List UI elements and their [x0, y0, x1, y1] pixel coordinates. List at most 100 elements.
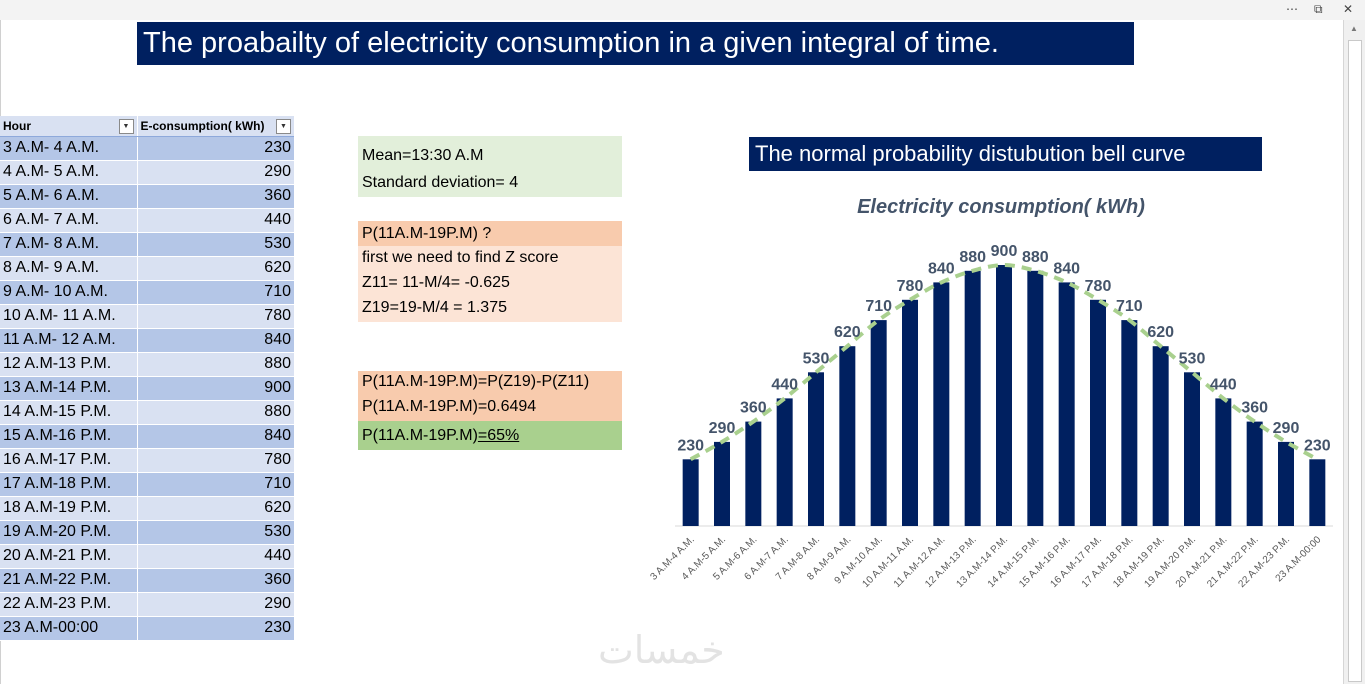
consumption-cell[interactable]: 230 [136, 616, 294, 641]
hour-cell[interactable]: 7 A.M- 8 A.M. [0, 232, 137, 257]
chart-bar [776, 398, 793, 526]
std-text: Standard deviation= 4 [362, 174, 519, 191]
vertical-scrollbar[interactable]: ▲ [1343, 20, 1365, 684]
more-options-icon[interactable]: ⋯ [1286, 2, 1298, 16]
hour-cell[interactable]: 9 A.M- 10 A.M. [0, 280, 137, 305]
consumption-cell[interactable]: 530 [136, 232, 294, 257]
consumption-cell[interactable]: 710 [136, 472, 294, 497]
table-row: 9 A.M- 10 A.M. 710 [0, 280, 294, 305]
consumption-cell[interactable]: 900 [136, 376, 294, 401]
data-label: 530 [803, 350, 830, 367]
chart-bar [1246, 421, 1263, 526]
consumption-cell[interactable]: 360 [136, 184, 294, 209]
hour-cell[interactable]: 17 A.M-18 P.M. [0, 472, 137, 497]
close-icon[interactable]: ✕ [1343, 2, 1354, 16]
data-label: 880 [959, 249, 986, 266]
data-label: 900 [991, 243, 1018, 260]
window-title-bar: ⋯ ⧉ ✕ [0, 0, 1365, 21]
hour-cell[interactable]: 16 A.M-17 P.M. [0, 448, 137, 473]
table-row: 7 A.M- 8 A.M. 530 [0, 232, 294, 257]
table-row: 22 A.M-23 P.M. 290 [0, 592, 294, 617]
data-label: 780 [897, 278, 924, 295]
data-label: 620 [1147, 324, 1174, 341]
hour-cell[interactable]: 18 A.M-19 P.M. [0, 496, 137, 521]
chart-bar [714, 441, 730, 526]
header-consumption[interactable]: E-consumption( kWh) ▼ [136, 116, 294, 137]
filter-dropdown-icon[interactable]: ▼ [276, 119, 291, 134]
header-hour[interactable]: Hour ▼ [0, 116, 137, 137]
consumption-cell[interactable]: 840 [136, 328, 294, 353]
chart-bar [839, 346, 856, 526]
chart-bar [808, 372, 824, 526]
chart-bar [933, 282, 950, 526]
table-row: 4 A.M- 5 A.M. 290 [0, 160, 294, 185]
consumption-cell[interactable]: 230 [136, 136, 294, 161]
hour-cell[interactable]: 20 A.M-21 P.M. [0, 544, 137, 569]
hour-cell[interactable]: 23 A.M-00:00 [0, 616, 137, 641]
chart-bar [1184, 372, 1200, 526]
consumption-cell[interactable]: 840 [136, 424, 294, 449]
data-label: 710 [865, 298, 892, 315]
restore-icon[interactable]: ⧉ [1314, 2, 1323, 16]
scroll-up-icon[interactable]: ▲ [1350, 24, 1358, 33]
chart-banner: The normal probability distubution bell … [749, 137, 1262, 171]
consumption-cell[interactable]: 530 [136, 520, 294, 545]
chart-title: Electricity consumption( kWh) [857, 196, 1145, 218]
trend-line [689, 262, 1319, 462]
consumption-cell[interactable]: 710 [136, 280, 294, 305]
hour-cell[interactable]: 10 A.M- 11 A.M. [0, 304, 137, 329]
hour-cell[interactable]: 4 A.M- 5 A.M. [0, 160, 137, 185]
table-row: 20 A.M-21 P.M. 440 [0, 544, 294, 569]
consumption-cell[interactable]: 290 [136, 160, 294, 185]
consumption-cell[interactable]: 620 [136, 496, 294, 521]
consumption-cell[interactable]: 440 [136, 544, 294, 569]
hour-cell[interactable]: 6 A.M- 7 A.M. [0, 208, 137, 233]
data-label: 290 [709, 420, 736, 437]
consumption-cell[interactable]: 880 [136, 400, 294, 425]
hour-cell[interactable]: 22 A.M-23 P.M. [0, 592, 137, 617]
chart-bar [1152, 346, 1169, 526]
data-label: 530 [1179, 350, 1206, 367]
data-label: 360 [740, 400, 767, 417]
consumption-cell[interactable]: 620 [136, 256, 294, 281]
zscore-intro: first we need to find Z score [362, 249, 559, 266]
consumption-cell[interactable]: 880 [136, 352, 294, 377]
hour-cell[interactable]: 12 A.M-13 P.M. [0, 352, 137, 377]
chart-bar [745, 421, 762, 526]
question-cell: P(11A.M-19P.M) ? [358, 221, 622, 246]
consumption-cell[interactable]: 360 [136, 568, 294, 593]
consumption-cell[interactable]: 440 [136, 208, 294, 233]
hour-cell[interactable]: 21 A.M-22 P.M. [0, 568, 137, 593]
hour-cell[interactable]: 19 A.M-20 P.M. [0, 520, 137, 545]
hour-cell[interactable]: 13 A.M-14 P.M. [0, 376, 137, 401]
zscore-box: first we need to find Z score Z11= 11-M/… [358, 246, 622, 322]
hour-cell[interactable]: 8 A.M- 9 A.M. [0, 256, 137, 281]
chart-bar [902, 299, 918, 526]
consumption-cell[interactable]: 780 [136, 448, 294, 473]
hour-cell[interactable]: 5 A.M- 6 A.M. [0, 184, 137, 209]
data-label: 440 [1210, 376, 1237, 393]
hour-cell[interactable]: 15 A.M-16 P.M. [0, 424, 137, 449]
consumption-cell[interactable]: 290 [136, 592, 294, 617]
page-title: The proabailty of electricity consumptio… [137, 22, 1134, 65]
chart-bar [1309, 459, 1326, 526]
table-row: 15 A.M-16 P.M. 840 [0, 424, 294, 449]
consumption-cell[interactable]: 780 [136, 304, 294, 329]
chart-bar [1090, 299, 1106, 526]
hour-cell[interactable]: 3 A.M- 4 A.M. [0, 136, 137, 161]
data-label: 230 [1304, 437, 1331, 454]
result-box: P(11A.M-19P.M)=P(Z19)-P(Z11) P(11A.M-19P… [358, 371, 622, 421]
filter-dropdown-icon[interactable]: ▼ [118, 119, 134, 134]
data-label: 880 [1022, 249, 1049, 266]
hour-cell[interactable]: 14 A.M-15 P.M. [0, 400, 137, 425]
table-row: 3 A.M- 4 A.M. 230 [0, 136, 294, 161]
final-result: P(11A.M-19P.M)=65% [358, 421, 622, 450]
table-row: 6 A.M- 7 A.M. 440 [0, 208, 294, 233]
final-result-prefix: P(11A.M-19P.M) [362, 427, 478, 444]
result-value: P(11A.M-19P.M)=0.6494 [362, 398, 537, 415]
table-row: 13 A.M-14 P.M. 900 [0, 376, 294, 401]
scrollbar-thumb[interactable] [1348, 40, 1362, 682]
header-hour-label: Hour [3, 118, 31, 133]
hour-cell[interactable]: 11 A.M- 12 A.M. [0, 328, 137, 353]
